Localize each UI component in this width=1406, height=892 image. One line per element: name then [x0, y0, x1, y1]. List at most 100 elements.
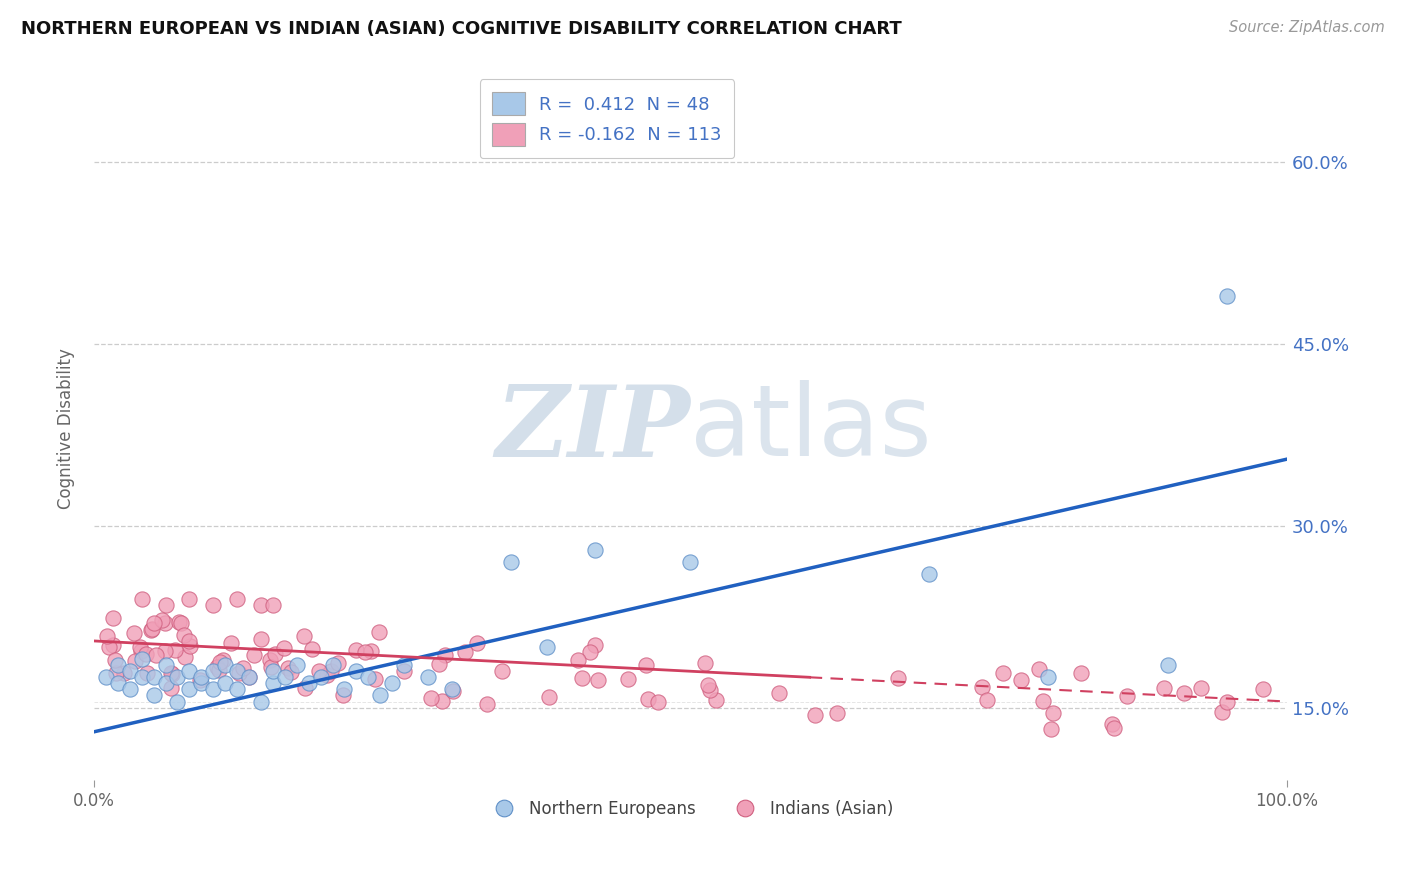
Point	[392, 658, 415, 673]
Point	[1116, 689, 1139, 703]
Point	[427, 657, 450, 671]
Point	[190, 673, 212, 687]
Point	[250, 632, 273, 646]
Point	[647, 695, 669, 709]
Point	[1211, 706, 1233, 720]
Point	[103, 638, 125, 652]
Point	[1153, 681, 1175, 695]
Point	[226, 682, 249, 697]
Point	[166, 670, 188, 684]
Point	[177, 633, 200, 648]
Point	[697, 678, 720, 692]
Point	[160, 666, 183, 681]
Point	[309, 670, 332, 684]
Point	[142, 670, 165, 684]
Point	[579, 645, 602, 659]
Point	[301, 642, 323, 657]
Point	[420, 690, 443, 705]
Point	[118, 665, 141, 679]
Point	[294, 681, 316, 696]
Point	[250, 598, 273, 612]
Point	[583, 543, 606, 558]
Point	[155, 658, 177, 673]
Point	[155, 644, 177, 658]
Point	[1251, 682, 1274, 697]
Point	[94, 670, 117, 684]
Point	[169, 615, 191, 629]
Point	[440, 682, 463, 697]
Point	[280, 665, 302, 679]
Point	[166, 694, 188, 708]
Point	[1010, 673, 1032, 687]
Point	[432, 694, 454, 708]
Point	[1038, 670, 1060, 684]
Point	[124, 654, 146, 668]
Point	[704, 693, 727, 707]
Point	[567, 653, 589, 667]
Point	[112, 665, 135, 680]
Point	[571, 671, 593, 685]
Point	[202, 598, 225, 612]
Point	[141, 623, 163, 637]
Point	[135, 647, 157, 661]
Point	[477, 697, 499, 711]
Point	[381, 676, 404, 690]
Point	[326, 657, 349, 671]
Point	[208, 664, 231, 678]
Point	[367, 625, 389, 640]
Point	[228, 665, 250, 680]
Point	[537, 690, 560, 704]
Point	[321, 658, 343, 673]
Point	[699, 683, 721, 698]
Point	[179, 639, 201, 653]
Point	[232, 661, 254, 675]
Point	[202, 665, 225, 679]
Point	[292, 629, 315, 643]
Point	[970, 680, 993, 694]
Point	[238, 670, 260, 684]
Point	[262, 676, 284, 690]
Point	[179, 682, 201, 697]
Point	[179, 591, 201, 606]
Point	[259, 653, 281, 667]
Point	[693, 656, 716, 670]
Point	[1102, 721, 1125, 735]
Point	[416, 670, 439, 684]
Point	[107, 676, 129, 690]
Point	[501, 555, 523, 569]
Point	[214, 676, 236, 690]
Point	[145, 648, 167, 663]
Point	[173, 649, 195, 664]
Point	[170, 616, 193, 631]
Point	[354, 645, 377, 659]
Point	[226, 665, 249, 679]
Point	[103, 611, 125, 625]
Point	[160, 681, 183, 695]
Point	[1216, 694, 1239, 708]
Point	[250, 694, 273, 708]
Point	[212, 653, 235, 667]
Point	[1156, 658, 1178, 673]
Point	[238, 670, 260, 684]
Point	[441, 684, 464, 698]
Point	[993, 666, 1015, 681]
Point	[264, 647, 287, 661]
Legend: Northern Europeans, Indians (Asian): Northern Europeans, Indians (Asian)	[481, 793, 900, 825]
Point	[333, 682, 356, 697]
Point	[1028, 662, 1050, 676]
Point	[107, 658, 129, 673]
Point	[298, 676, 321, 690]
Point	[1191, 681, 1213, 696]
Point	[221, 636, 243, 650]
Point	[1101, 716, 1123, 731]
Point	[491, 664, 513, 678]
Point	[1042, 706, 1064, 721]
Point	[1173, 686, 1195, 700]
Point	[103, 653, 125, 667]
Point	[465, 636, 488, 650]
Text: ZIP: ZIP	[495, 381, 690, 477]
Point	[357, 670, 380, 684]
Point	[262, 665, 284, 679]
Point	[262, 598, 284, 612]
Point	[1070, 665, 1092, 680]
